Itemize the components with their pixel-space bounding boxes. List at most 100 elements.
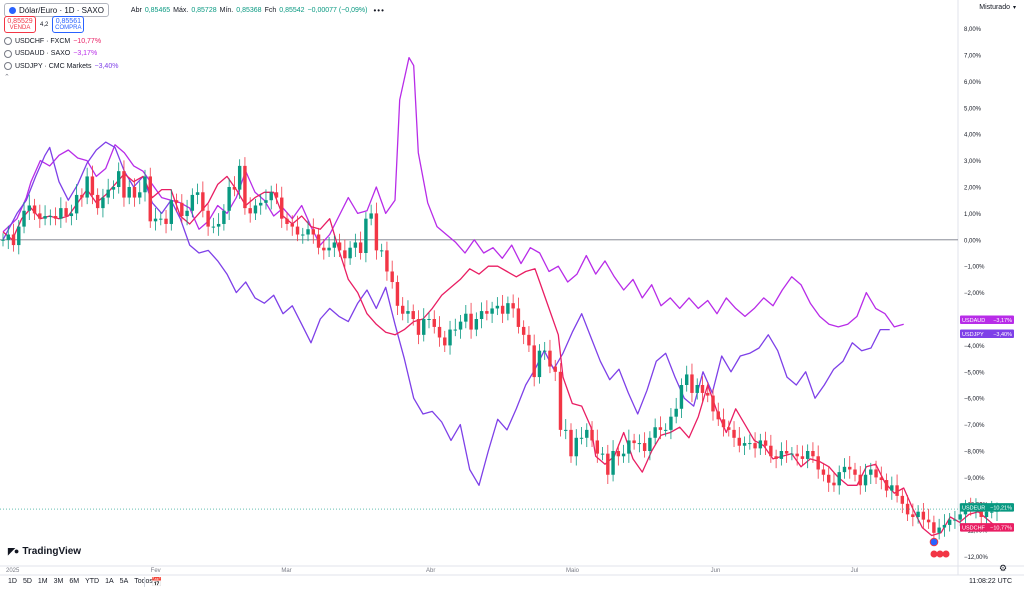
compare-legend: USDCHF · FXCM −10,77% USDAUD · SAXO −3,1… <box>4 35 118 85</box>
legend-collapse[interactable]: ⌃ <box>4 73 118 86</box>
range-3m[interactable]: 3M <box>53 578 64 585</box>
candle-body <box>206 210 210 227</box>
candle-body <box>790 453 794 455</box>
sell-button[interactable]: 0,85529 VENDA <box>4 16 36 33</box>
candle-body <box>348 247 352 259</box>
candle-body <box>453 329 458 331</box>
candle-body <box>769 445 773 457</box>
candle-body <box>32 205 37 214</box>
range-1y[interactable]: 1A <box>105 578 114 585</box>
candle-body <box>658 427 663 430</box>
legend-change: −3,17% <box>73 50 98 58</box>
candle-body <box>479 311 484 319</box>
y-tick-label: −7,00% <box>964 423 985 429</box>
economic-events-icon[interactable] <box>929 537 951 563</box>
candle-body <box>64 208 68 217</box>
candle-body <box>937 527 941 533</box>
candle-body <box>17 226 21 246</box>
close-value: 0,85542 <box>279 6 305 14</box>
range-5y[interactable]: 5A <box>119 578 129 585</box>
candle-body <box>290 223 294 227</box>
candle-body <box>574 437 578 457</box>
candle-body <box>737 437 742 446</box>
legend-item-usdchf[interactable]: USDCHF · FXCM −10,77% <box>4 35 118 48</box>
candle-body <box>258 202 263 206</box>
candle-body <box>74 194 79 214</box>
low-label: Mín. <box>219 6 234 14</box>
candle-body <box>474 319 479 330</box>
symbol-search-button[interactable]: Dólar/Euro · 1D · SAXO <box>4 3 109 17</box>
candle-body <box>59 208 63 219</box>
candle-body <box>159 218 163 220</box>
legend-item-usdjpy[interactable]: USDJPY · CMC Markets −3,40% <box>4 60 118 73</box>
y-tick-label: 2,00% <box>964 186 982 192</box>
candle-body <box>627 440 631 454</box>
flag-icon <box>4 37 12 46</box>
candle-body <box>848 466 852 470</box>
candle-body <box>337 242 342 251</box>
candle-body <box>195 192 200 195</box>
candle-body <box>69 213 74 217</box>
candle-body <box>585 429 589 438</box>
candle-body <box>427 319 431 320</box>
sell-price: 0,85529 <box>7 17 33 25</box>
candle-body <box>448 329 452 346</box>
candle-body <box>106 189 110 198</box>
candle-body <box>900 495 905 504</box>
candle-body <box>248 208 252 214</box>
tradingview-logo[interactable]: ◤● TradingView <box>8 546 81 557</box>
x-tick-label: Maio <box>566 568 580 574</box>
candle-body <box>138 192 142 198</box>
candle-body <box>495 305 500 309</box>
chevron-up-icon: ⌃ <box>4 73 10 81</box>
range-ytd[interactable]: YTD <box>85 578 100 585</box>
x-tick-label: Jun <box>711 568 721 574</box>
candle-body <box>763 440 768 446</box>
scale-mode-selector[interactable]: Misturado ▾ <box>979 4 1016 11</box>
candle-body <box>653 427 657 438</box>
candle-body <box>800 456 805 459</box>
candle-body <box>358 242 363 253</box>
candle-body <box>700 385 705 393</box>
candle-body <box>458 321 463 330</box>
candle-body <box>732 429 736 438</box>
range-all[interactable]: Todos <box>134 578 153 585</box>
candle-body <box>895 485 899 496</box>
candle-body <box>516 308 521 327</box>
price-label-symbol: USDCHF <box>962 526 986 532</box>
price-label-symbol: USDAUD <box>962 318 985 324</box>
buy-button[interactable]: 0,85561 COMPRA <box>52 16 85 33</box>
candle-body <box>564 429 568 431</box>
y-tick-label: −9,00% <box>964 476 985 482</box>
price-label-symbol: USDJPY <box>962 332 984 338</box>
candle-body <box>826 474 831 483</box>
candle-body <box>942 524 947 528</box>
range-1m[interactable]: 1M <box>37 578 48 585</box>
candle-body <box>753 443 757 449</box>
candle-body <box>695 385 699 393</box>
candle-body <box>979 509 983 517</box>
range-1d[interactable]: 1D <box>8 578 17 585</box>
legend-item-usdaud[interactable]: USDAUD · SAXO −3,17% <box>4 48 118 61</box>
candle-body <box>169 200 174 224</box>
candle-body <box>311 229 316 235</box>
candle-body <box>143 176 147 193</box>
goto-date-icon[interactable]: 📅 <box>151 577 163 587</box>
candle-body <box>485 311 489 314</box>
x-tick-label: Jul <box>851 568 859 574</box>
candle-body <box>953 519 957 521</box>
more-options-icon[interactable]: ••• <box>373 5 385 15</box>
candle-body <box>958 514 962 520</box>
price-label-bg <box>960 315 1014 324</box>
range-5d[interactable]: 5D <box>22 578 32 585</box>
range-6m[interactable]: 6M <box>69 578 80 585</box>
settings-gear-icon[interactable]: ⚙ <box>999 563 1008 573</box>
candle-body <box>611 451 615 475</box>
candle-body <box>947 519 952 525</box>
clock-readout[interactable]: 11:08:22 UTC <box>968 578 1012 585</box>
candle-body <box>637 443 642 445</box>
candle-body <box>916 511 920 517</box>
candle-body <box>774 456 778 459</box>
candle-body <box>600 453 605 455</box>
